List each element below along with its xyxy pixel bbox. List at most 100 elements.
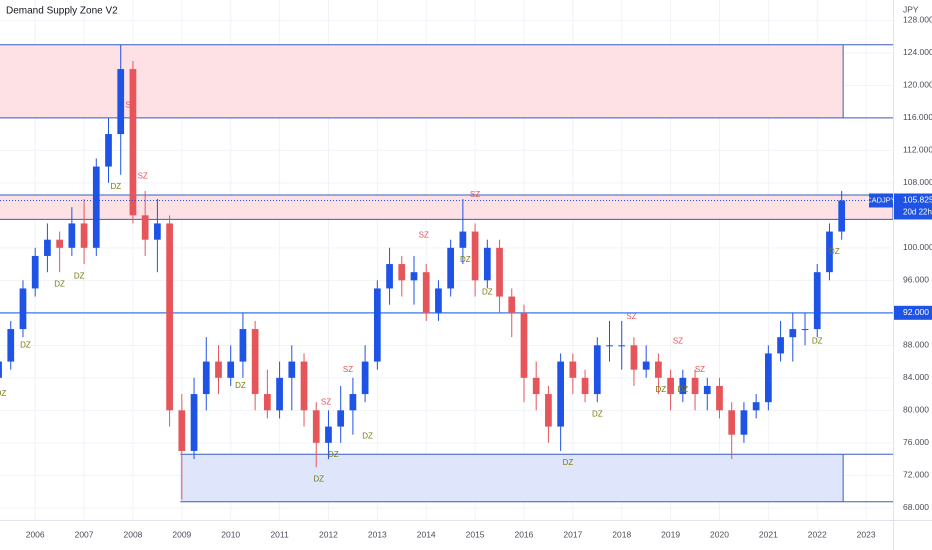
candle-body — [349, 394, 357, 411]
candle-body — [117, 69, 125, 135]
candle-body — [7, 329, 15, 362]
zone-marker: SZ — [321, 397, 331, 406]
candle-body — [703, 385, 711, 395]
zone — [180, 454, 844, 502]
candles — [0, 44, 846, 500]
x-tick-label: 2023 — [857, 529, 876, 539]
zone-marker: DZ — [655, 385, 666, 394]
candle-body — [655, 361, 662, 378]
x-tick-label: 2016 — [515, 529, 534, 539]
x-tick-label: 2011 — [270, 529, 289, 539]
candle-body — [545, 394, 552, 427]
symbol-tag — [869, 193, 893, 208]
y-tick-label: 68.000 — [903, 502, 929, 512]
candle-body — [447, 247, 455, 289]
candle-body — [569, 361, 577, 378]
zone-marker: DZ — [460, 255, 471, 264]
x-tick-label: 2007 — [75, 529, 94, 539]
candle-body — [435, 288, 442, 313]
candle-body — [92, 166, 100, 248]
candle-body — [826, 231, 833, 273]
candle-body — [215, 361, 222, 378]
candle-body — [459, 231, 467, 248]
zone-marker: DZ — [482, 288, 493, 297]
y-tick-label: 128.000 — [903, 15, 932, 25]
zone-marker: DZ — [362, 431, 373, 440]
x-tick-label: 2015 — [466, 529, 485, 539]
price-tag — [894, 193, 932, 220]
zone-marker: DZ — [592, 409, 603, 418]
candle-body — [288, 361, 296, 378]
candle-body — [19, 288, 27, 330]
candle-body — [31, 255, 39, 289]
candle-body — [532, 377, 540, 395]
x-tick-label: 2010 — [221, 529, 240, 539]
candle-body — [813, 272, 821, 330]
candle-body — [740, 410, 748, 435]
zone-marker: DZ — [563, 458, 574, 467]
candle-body — [166, 223, 173, 411]
candle-body — [264, 394, 271, 411]
candle-body — [361, 361, 369, 395]
zone-marker: SZ — [343, 365, 353, 374]
candle-body — [312, 410, 320, 443]
zone-marker: DZ — [235, 381, 246, 390]
x-tick-label: 2008 — [123, 529, 142, 539]
y-tick-label: 120.000 — [903, 80, 932, 90]
candle-body — [178, 410, 186, 451]
y-tick-label: 112.000 — [903, 145, 932, 155]
candle-body — [801, 329, 809, 331]
candle-body — [752, 402, 760, 411]
zone-marker: DZ — [313, 474, 324, 483]
candle-body — [68, 223, 76, 248]
zones — [0, 44, 894, 503]
candle-body — [422, 272, 430, 313]
symbol-label: CADJPY — [866, 195, 896, 204]
candle-body — [251, 329, 259, 395]
candle-body — [679, 377, 687, 395]
x-tick-label: 2022 — [808, 529, 827, 539]
candle-body — [716, 385, 723, 411]
candle-body — [56, 239, 63, 248]
x-tick-label: 2006 — [26, 529, 45, 539]
x-tick-label: 2021 — [759, 529, 778, 539]
candle-body — [508, 296, 516, 313]
candle-body — [398, 264, 406, 281]
level-label: 92.000 — [903, 307, 929, 317]
zone-marker: SZ — [419, 231, 429, 240]
x-tick-label: 2012 — [319, 529, 338, 539]
x-tick-label: 2013 — [368, 529, 387, 539]
candle-body — [667, 377, 674, 395]
candle-body — [410, 272, 418, 281]
zone-marker: SZ — [673, 336, 683, 345]
y-tick-label: 88.000 — [903, 340, 929, 350]
candle-body — [496, 247, 503, 297]
candle-body — [777, 337, 784, 354]
candle-body — [337, 410, 345, 427]
candle-body — [642, 361, 650, 370]
candle-body — [618, 345, 626, 347]
candle-body — [471, 231, 479, 281]
zone — [0, 44, 844, 118]
candle-body — [557, 361, 564, 427]
chart-title: Demand Supply Zone V2 — [6, 6, 118, 17]
zone-marker: DZ — [74, 271, 85, 280]
y-tick-label: 72.000 — [903, 470, 929, 480]
y-tick-label: 100.000 — [903, 242, 932, 252]
candle-body — [386, 264, 393, 289]
zone-marker: SZ — [138, 171, 148, 180]
candle-body — [373, 288, 381, 362]
zone-marker: DZ — [54, 279, 65, 288]
candle-body — [691, 377, 699, 395]
candle-body — [606, 345, 613, 347]
zone-marker: DZ — [677, 385, 688, 394]
candle-body — [520, 312, 528, 378]
x-tick-label: 2020 — [710, 529, 729, 539]
zone — [0, 195, 893, 220]
candle-body — [581, 377, 589, 395]
candle-body — [80, 223, 88, 248]
candle-body — [300, 361, 308, 411]
zone-marker: DZ — [111, 182, 122, 191]
x-tick-label: 2018 — [612, 529, 631, 539]
